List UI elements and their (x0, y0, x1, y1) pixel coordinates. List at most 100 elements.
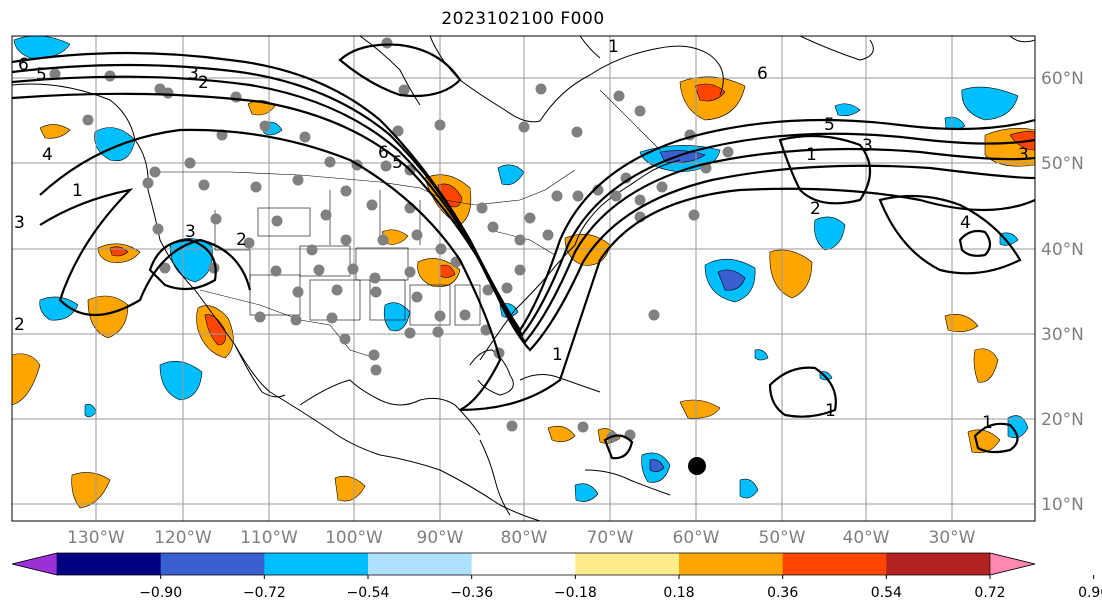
contour-label: 3 (185, 222, 196, 242)
contour-label: 3 (14, 213, 25, 233)
lon-label: 80°W (501, 528, 548, 548)
anomaly-patch (383, 302, 411, 332)
contour-label: 2 (14, 315, 25, 335)
contour-label: 5 (392, 153, 403, 173)
contour-label: 1 (608, 37, 619, 57)
anomaly-patch (1007, 415, 1029, 439)
colorbar-bin (575, 553, 680, 575)
anomaly-patch (574, 483, 599, 502)
contour-label: 2 (198, 73, 209, 93)
colorbar-tick-label: −0.90 (139, 585, 182, 601)
colorbar-bin (160, 553, 265, 575)
anomaly-patch (944, 314, 979, 333)
contour-label: 3 (862, 136, 873, 156)
contour-label: 6 (757, 64, 768, 84)
anomaly-patch (547, 425, 576, 443)
lon-label: 100°W (325, 528, 383, 548)
map-frame (11, 35, 1036, 522)
lon-label: 30°W (929, 528, 976, 548)
colorbar-tick-label: −0.36 (450, 585, 493, 601)
anomaly-patch (961, 86, 1019, 121)
anomaly-patch (769, 249, 813, 299)
contour-label: 3 (188, 64, 199, 84)
contour-label: 4 (42, 145, 53, 165)
colorbar: −0.90 −0.72 −0.54 −0.36 −0.18 0.18 0.36 0.54 0.7… (11, 552, 1102, 601)
anomaly-patch (12, 353, 41, 406)
lon-label: 120°W (154, 528, 212, 548)
borders (160, 89, 661, 359)
colorbar-tick-label: −0.54 (347, 585, 390, 601)
colorbar-bin (886, 553, 991, 575)
lat-label: 30°N (1041, 325, 1084, 345)
lon-label: 70°W (587, 528, 634, 548)
coastlines (12, 36, 1035, 521)
contour-label: 5 (824, 115, 835, 135)
lon-label: 110°W (240, 528, 298, 548)
contour-label: 5 (36, 65, 47, 85)
contour-label: 1 (825, 401, 836, 421)
anomaly-patch (814, 216, 846, 251)
contour-label: 6 (18, 55, 29, 75)
lat-label: 60°N (1041, 69, 1084, 89)
anomaly-patch (39, 124, 71, 139)
lat-label: 20°N (1041, 410, 1084, 430)
longitude-labels: 130°W 120°W 110°W 100°W 90°W 80°W 70°W 6… (67, 528, 976, 548)
anomaly-patch (973, 348, 999, 383)
anomaly-patch (381, 229, 409, 245)
lat-label: 10°N (1041, 495, 1084, 515)
anomaly-patch (439, 264, 456, 278)
colorbar-bin (471, 553, 576, 575)
colorbar-bin (368, 553, 473, 575)
anomaly-patch (649, 459, 665, 472)
anomaly-patch (739, 478, 759, 499)
map-content: 6 5 3 2 1 6 5 3 2 1 3 4 1 6 5 3 1 2 4 1 … (12, 36, 1035, 521)
colorbar-extend-low (11, 552, 58, 576)
colorbar-tick-label: 0.18 (663, 585, 694, 601)
colorbar-outline (11, 552, 1036, 576)
colorbar-bin (57, 553, 162, 575)
contour-label: 3 (1018, 145, 1029, 165)
colorbar-tick-label: 0.36 (767, 585, 798, 601)
colorbar-bin (782, 553, 887, 575)
colorbar-bin (679, 553, 784, 575)
lat-label: 50°N (1041, 154, 1084, 174)
contour-label: 1 (982, 413, 993, 433)
colorbar-tick-label: 0.54 (871, 585, 902, 601)
colorbar-tick-label: 0.90 (1078, 585, 1102, 601)
lon-label: 40°W (843, 528, 890, 548)
contour-label: 1 (72, 181, 83, 201)
anomaly-patch (717, 269, 746, 291)
anomaly-patch (694, 83, 726, 102)
anomaly-patch (999, 232, 1019, 246)
anomaly-patch (754, 349, 769, 361)
anomaly-patch (834, 103, 861, 117)
anomaly-patch (334, 475, 366, 502)
contour-label: 1 (552, 345, 563, 365)
lon-label: 90°W (417, 528, 464, 548)
anomaly-patch (417, 258, 461, 287)
lat-label: 40°N (1041, 240, 1084, 260)
lon-label: 60°W (673, 528, 720, 548)
colorbar-extend-high (989, 552, 1036, 576)
colorbar-tick-label: −0.72 (243, 585, 286, 601)
height-contours (12, 43, 1035, 460)
contour-label: 4 (960, 213, 971, 233)
contour-labels: 6 5 3 2 1 6 5 3 2 1 3 4 1 6 5 3 1 2 4 1 … (14, 37, 1029, 433)
colorbar-bin (264, 553, 369, 575)
anomaly-patch (71, 472, 111, 509)
anomaly-patch (87, 295, 129, 339)
lon-label: 130°W (67, 528, 125, 548)
anomaly-patch (39, 296, 79, 321)
colorbar-tick-label: −0.18 (554, 585, 597, 601)
contour-label: 2 (236, 230, 247, 250)
latitude-labels: 60°N 50°N 40°N 30°N 20°N 10°N (1041, 69, 1084, 515)
lon-label: 50°W (759, 528, 806, 548)
contour-label: 2 (810, 199, 821, 219)
contour-label: 1 (806, 145, 817, 165)
colorbar-tick-label: 0.72 (974, 585, 1005, 601)
contour-label: 6 (378, 143, 389, 163)
anomaly-patch (159, 360, 203, 401)
storm-center-marker (688, 457, 706, 475)
map-title: 2023102100 F000 (441, 9, 605, 29)
